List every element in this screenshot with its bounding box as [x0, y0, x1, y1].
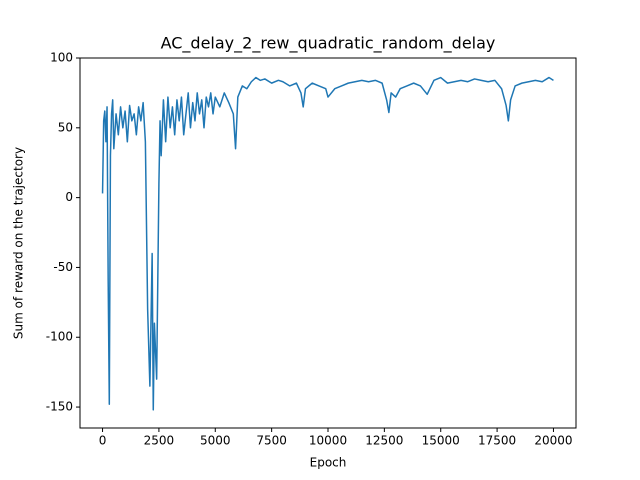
y-tick-label: -150	[46, 400, 73, 414]
data-line	[101, 76, 554, 411]
x-tick-label: 5000	[200, 434, 231, 448]
x-tick-label: 17500	[478, 434, 516, 448]
chart-title: AC_delay_2_rew_quadratic_random_delay	[161, 34, 496, 54]
x-tick-label: 10000	[309, 434, 347, 448]
y-tick-label: 0	[65, 190, 73, 204]
x-tick-label: 12500	[365, 434, 403, 448]
x-tick-label: 7500	[256, 434, 287, 448]
y-axis-label: Sum of reward on the trajectory	[12, 147, 26, 339]
x-tick-label: 15000	[422, 434, 460, 448]
x-tick-label: 2500	[144, 434, 175, 448]
y-tick-label: -100	[46, 330, 73, 344]
y-tick-label: -50	[53, 260, 73, 274]
y-tick-label: 100	[50, 51, 73, 65]
y-tick-label: 50	[58, 120, 73, 134]
x-tick-label: 20000	[534, 434, 572, 448]
x-axis-label: Epoch	[310, 456, 347, 470]
x-tick-label: 0	[99, 434, 107, 448]
plot-frame	[79, 57, 577, 429]
